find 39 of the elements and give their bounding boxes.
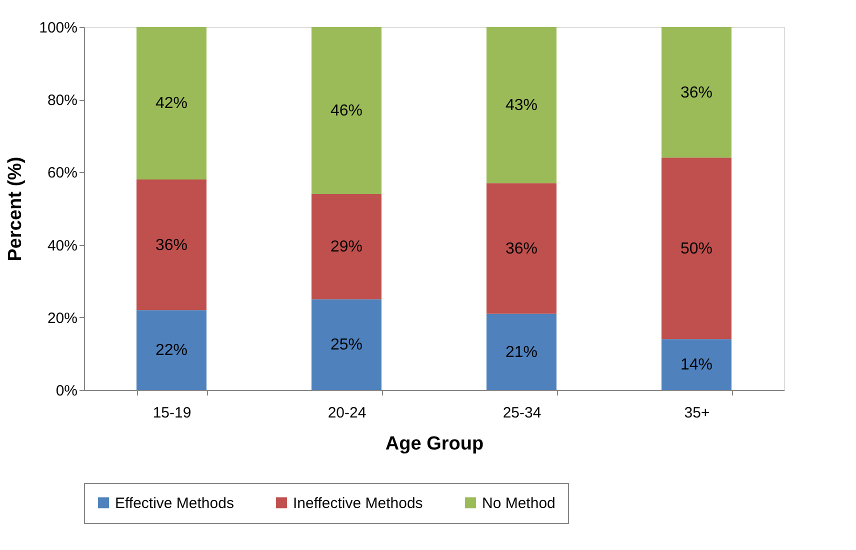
data-label: 36% — [155, 236, 188, 254]
legend-label: Ineffective Methods — [293, 494, 423, 512]
x-tick-label: 25-34 — [502, 404, 542, 422]
data-label: 46% — [330, 102, 363, 120]
bar — [662, 339, 732, 390]
bar — [136, 27, 206, 180]
y-tick-label: 80% — [47, 92, 78, 110]
bar — [662, 27, 732, 158]
data-label: 25% — [330, 336, 363, 354]
data-label: 50% — [680, 240, 713, 258]
y-tick-label: 40% — [47, 237, 78, 254]
bar — [312, 194, 382, 300]
legend-label: Effective Methods — [115, 494, 234, 512]
data-label: 36% — [680, 84, 713, 102]
data-label: 42% — [155, 95, 188, 112]
y-tick-label: 60% — [47, 164, 78, 182]
bar — [312, 299, 382, 390]
bar — [486, 27, 556, 184]
x-tick-label: 20-24 — [328, 404, 366, 422]
data-label: 36% — [505, 240, 538, 258]
bar — [312, 27, 382, 194]
data-label: 21% — [505, 344, 538, 361]
data-label: 43% — [505, 97, 538, 114]
bar — [662, 158, 732, 340]
bar — [136, 179, 206, 310]
bar — [486, 183, 556, 314]
data-label: 22% — [155, 342, 188, 360]
y-tick-label: 20% — [47, 310, 78, 327]
y-tick-label: 100% — [39, 20, 78, 36]
bar — [486, 314, 556, 390]
y-tick-label: 0% — [56, 382, 78, 400]
bar — [136, 310, 206, 390]
x-tick-label: 35+ — [684, 404, 710, 422]
x-tick-label: 15-19 — [152, 404, 192, 422]
data-label: 14% — [680, 356, 713, 374]
y-axis-title: Percent (%) — [5, 156, 26, 262]
data-label: 29% — [330, 238, 363, 256]
x-axis-title: Age Group — [385, 434, 484, 454]
legend-label: No Method — [482, 494, 556, 512]
